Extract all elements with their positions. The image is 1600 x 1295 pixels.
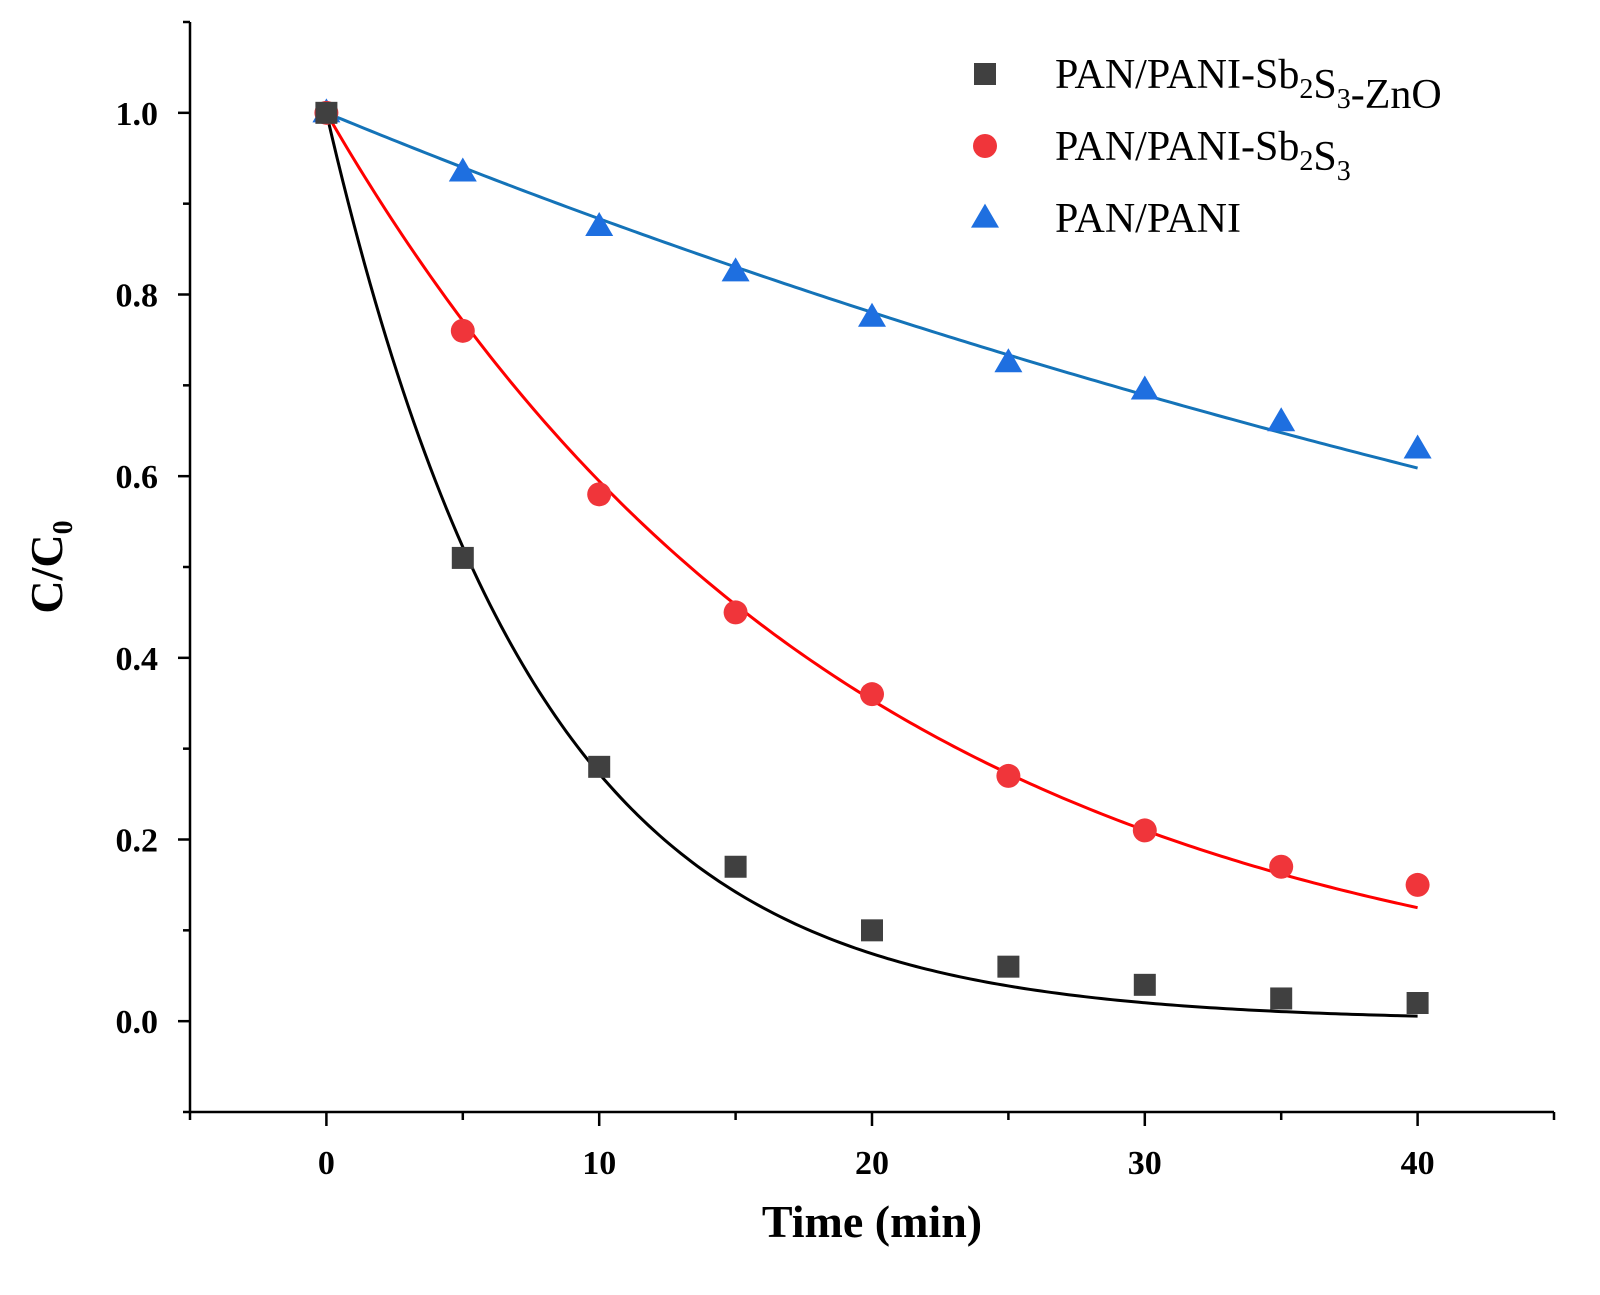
y-axis-title-main: C/C xyxy=(21,534,72,613)
data-point-series-0 xyxy=(724,855,747,878)
legend-marker-series-0 xyxy=(974,63,996,85)
x-tick-label: 40 xyxy=(1401,1145,1435,1182)
data-point-series-0 xyxy=(315,101,338,124)
data-point-series-1 xyxy=(587,482,612,507)
fit-line-series-1 xyxy=(325,112,1418,910)
x-tick-label: 20 xyxy=(855,1145,889,1182)
data-point-series-1 xyxy=(1269,854,1294,879)
data-point-series-0 xyxy=(1133,973,1156,996)
data-point-series-1 xyxy=(860,682,884,707)
data-point-series-1 xyxy=(996,763,1021,788)
y-tick-label: 0.2 xyxy=(116,823,159,860)
data-point-series-2 xyxy=(1403,434,1432,459)
data-point-series-1 xyxy=(450,318,475,343)
y-axis-title: C/C0 xyxy=(21,520,79,613)
data-point-series-0 xyxy=(861,919,883,942)
legend-marker-series-1 xyxy=(973,134,997,158)
data-point-series-2 xyxy=(1130,375,1159,400)
data-point-series-0 xyxy=(1406,992,1429,1014)
fit-line-series-0 xyxy=(324,112,1418,1018)
fit-lines xyxy=(324,111,1418,1018)
data-point-series-2 xyxy=(994,348,1023,373)
data-points xyxy=(312,98,1432,1014)
x-axis-title: Time (min) xyxy=(762,1196,982,1247)
legend-label-series-2: PAN/PANI xyxy=(1055,196,1241,242)
legend-label-series-0: PAN/PANI-Sb2S3-ZnO xyxy=(1055,52,1442,118)
data-point-series-1 xyxy=(723,600,748,625)
y-tick-label: 1.0 xyxy=(116,96,159,133)
data-point-series-2 xyxy=(585,211,614,236)
legend-marker-series-2 xyxy=(971,203,999,228)
data-point-series-2 xyxy=(721,257,750,282)
data-point-series-2 xyxy=(448,157,477,182)
legend-label-series-1: PAN/PANI-Sb2S3 xyxy=(1055,124,1351,187)
y-tick-label: 0.6 xyxy=(116,459,159,496)
data-point-series-0 xyxy=(451,546,474,569)
y-tick-label: 0.0 xyxy=(116,1004,159,1041)
data-point-series-1 xyxy=(1405,872,1430,897)
y-tick-label: 0.8 xyxy=(116,278,159,315)
ticks: 0 10 20 30 40 0.0 0.2 0.4 0.6 0.8 1.0 xyxy=(116,20,1556,1182)
y-tick-label: 0.4 xyxy=(116,641,159,678)
y-axis-title-sub: 0 xyxy=(48,520,79,534)
data-point-series-2 xyxy=(858,302,886,327)
data-point-series-1 xyxy=(1132,818,1157,843)
x-tick-label: 30 xyxy=(1128,1145,1162,1182)
data-point-series-0 xyxy=(1270,987,1293,1010)
data-point-series-0 xyxy=(997,955,1020,978)
x-tick-label: 0 xyxy=(318,1145,335,1182)
x-tick-label: 10 xyxy=(582,1145,616,1182)
data-point-series-0 xyxy=(588,755,611,778)
data-point-series-2 xyxy=(1267,407,1296,432)
